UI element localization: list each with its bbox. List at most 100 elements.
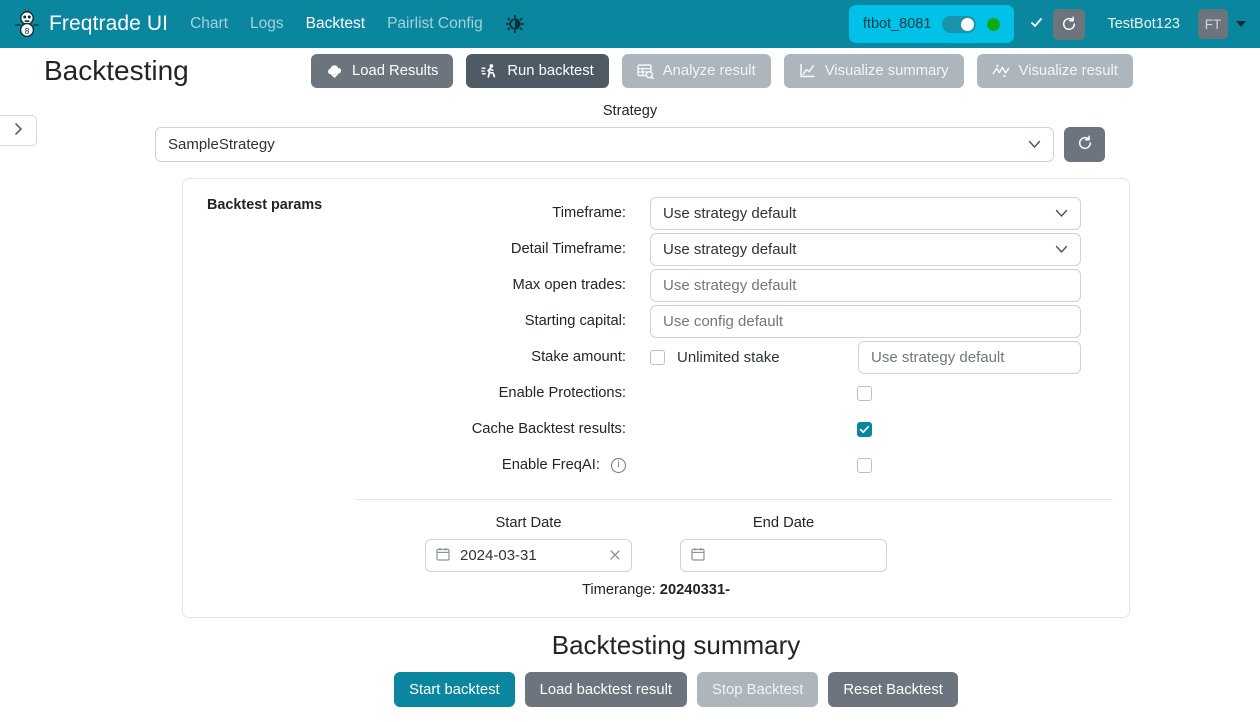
chevron-right-icon xyxy=(13,122,24,140)
field-detail-timeframe: Detail Timeframe: Use strategy default xyxy=(183,231,1129,267)
field-enable-protections: Enable Protections: xyxy=(183,375,1129,411)
nav-link-chart[interactable]: Chart xyxy=(190,15,228,32)
start-date-input[interactable]: 2024-03-31 xyxy=(425,539,632,572)
run-backtest-label: Run backtest xyxy=(507,63,594,79)
timerange-value: 20240331- xyxy=(659,582,731,598)
strategy-select[interactable]: SampleStrategy xyxy=(155,127,1054,162)
timerange-display: Timerange: 20240331- xyxy=(183,582,1129,598)
chevron-down-icon xyxy=(1055,205,1068,222)
enable-protections-label: Enable Protections: xyxy=(498,385,626,401)
bot-selector[interactable]: ftbot_8081 xyxy=(848,5,1015,43)
unlimited-stake-checkbox[interactable] xyxy=(650,349,665,365)
chevron-down-icon xyxy=(1055,241,1068,258)
toggle-on-icon[interactable] xyxy=(942,15,977,33)
run-backtest-button[interactable]: Run backtest xyxy=(466,54,609,88)
calendar-icon xyxy=(691,547,705,565)
strategy-select-value: SampleStrategy xyxy=(168,136,275,153)
field-max-open-trades: Max open trades: Use strategy default xyxy=(183,267,1129,303)
load-results-label: Load Results xyxy=(352,63,439,79)
timeframe-select[interactable]: Use strategy default xyxy=(650,196,1081,230)
field-cache-backtest-results: Cache Backtest results: xyxy=(183,411,1129,447)
detail-timeframe-label: Detail Timeframe: xyxy=(510,241,626,257)
bot-name: ftbot_8081 xyxy=(862,16,932,32)
line-chart-icon xyxy=(799,63,816,79)
max-open-trades-label: Max open trades: xyxy=(512,277,626,293)
brand-title: Freqtrade UI xyxy=(49,12,169,35)
cache-backtest-results-checkbox[interactable] xyxy=(856,421,872,437)
detail-timeframe-select[interactable]: Use strategy default xyxy=(650,232,1081,266)
unlimited-stake-label: Unlimited stake xyxy=(677,348,780,366)
reset-backtest-button[interactable]: Reset Backtest xyxy=(828,672,958,707)
backtest-params-title: Backtest params xyxy=(207,197,323,213)
visualize-result-label: Visualize result xyxy=(1018,63,1118,79)
strategy-label: Strategy xyxy=(602,103,658,119)
strategy-section: Strategy SampleStrategy xyxy=(155,93,1105,162)
nav-link-logs[interactable]: Logs xyxy=(250,15,284,32)
avatar[interactable]: FT xyxy=(1198,9,1228,39)
chevron-down-icon xyxy=(1028,136,1041,153)
starting-capital-label: Starting capital: xyxy=(524,313,626,329)
backtesting-summary-title: Backtesting summary xyxy=(0,630,1260,661)
user-name: TestBot123 xyxy=(1107,16,1180,32)
svg-text:8: 8 xyxy=(24,27,29,36)
field-stake-amount: Stake amount: Unlimited stake Use strate… xyxy=(183,339,1129,375)
cloud-download-icon xyxy=(326,63,343,79)
max-open-trades-input[interactable]: Use strategy default xyxy=(650,268,1081,302)
summary-button-row: Start backtest Load backtest result Stop… xyxy=(0,672,1260,707)
strategy-row: SampleStrategy xyxy=(155,127,1105,162)
form-divider xyxy=(357,499,1113,500)
nav-link-backtest[interactable]: Backtest xyxy=(305,15,366,32)
backtest-toolbar: Load Results Run backtest Analy xyxy=(311,54,1133,88)
check-icon xyxy=(859,425,869,433)
running-person-icon xyxy=(481,63,498,80)
visualize-result-button[interactable]: Visualize result xyxy=(976,54,1133,88)
end-date-input[interactable] xyxy=(680,539,887,572)
visualize-summary-label: Visualize summary xyxy=(824,63,949,79)
stake-amount-label: Stake amount: xyxy=(531,349,626,365)
enable-freqai-label-text: Enable FreqAI: xyxy=(501,457,600,473)
timeframe-label: Timeframe: xyxy=(552,205,626,221)
start-date-label: Start Date xyxy=(495,515,562,531)
chart-wave-icon xyxy=(991,63,1010,79)
enable-protections-checkbox[interactable] xyxy=(856,385,872,401)
date-range-section: Start Date End Date 2024-03-31 xyxy=(183,515,1129,598)
analyze-result-label: Analyze result xyxy=(662,63,756,79)
unlimited-stake-group: Unlimited stake xyxy=(650,349,860,366)
backtest-params-form: Timeframe: Use strategy default Detail T… xyxy=(183,195,1129,483)
load-backtest-result-button[interactable]: Load backtest result xyxy=(524,672,688,707)
caret-down-icon[interactable] xyxy=(1236,21,1246,27)
timeframe-value: Use strategy default xyxy=(663,204,797,222)
page-title: Backtesting xyxy=(44,54,189,86)
backtesting-summary-title-text: Backtesting summary xyxy=(551,630,801,660)
detail-timeframe-value: Use strategy default xyxy=(663,240,797,258)
enable-freqai-label: Enable FreqAI: i xyxy=(183,457,650,473)
info-circle-icon[interactable]: i xyxy=(611,457,626,473)
load-results-button[interactable]: Load Results xyxy=(311,54,454,88)
start-backtest-button[interactable]: Start backtest xyxy=(394,672,515,707)
page-header: Backtesting xyxy=(0,48,1260,93)
analyze-result-button[interactable]: Analyze result xyxy=(621,54,771,88)
brightness-contrast-icon[interactable] xyxy=(505,14,525,34)
field-timeframe: Timeframe: Use strategy default xyxy=(183,195,1129,231)
brand[interactable]: 8 Freqtrade UI xyxy=(14,9,168,39)
max-open-trades-placeholder: Use strategy default xyxy=(663,276,797,294)
status-dot-green xyxy=(987,17,1001,31)
close-x-icon[interactable] xyxy=(609,548,621,564)
calendar-icon xyxy=(436,547,450,565)
reload-strategy-button[interactable] xyxy=(1064,127,1105,162)
navbar-right: ftbot_8081 TestBot123 FT xyxy=(848,5,1246,43)
timerange-label: Timerange: xyxy=(581,582,656,598)
sidebar-toggle-button[interactable] xyxy=(0,115,37,146)
check-icon[interactable] xyxy=(1030,16,1043,32)
starting-capital-input[interactable]: Use config default xyxy=(650,304,1081,338)
refresh-icon[interactable] xyxy=(1053,8,1086,40)
stake-amount-input[interactable]: Use strategy default xyxy=(858,340,1081,374)
field-enable-freqai: Enable FreqAI: i xyxy=(183,447,1129,483)
enable-freqai-checkbox[interactable] xyxy=(856,457,872,473)
nav-links: Chart Logs Backtest Pairlist Config xyxy=(190,15,483,33)
stop-backtest-button[interactable]: Stop Backtest xyxy=(697,672,819,707)
table-search-icon xyxy=(637,63,654,79)
visualize-summary-button[interactable]: Visualize summary xyxy=(783,54,964,88)
nav-link-pairlist-config[interactable]: Pairlist Config xyxy=(387,15,483,32)
robot-logo-icon: 8 xyxy=(14,9,40,39)
